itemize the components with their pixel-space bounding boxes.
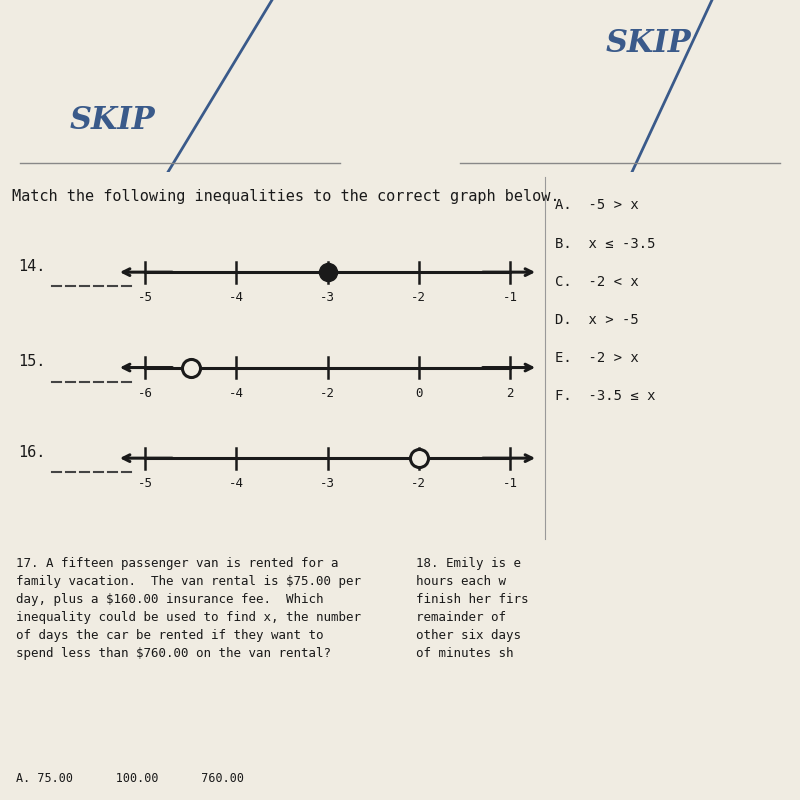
Text: -2: -2 bbox=[320, 386, 335, 400]
Text: SKIP: SKIP bbox=[605, 27, 691, 58]
Text: -2: -2 bbox=[411, 478, 426, 490]
Text: 14.: 14. bbox=[18, 259, 46, 274]
Text: -1: -1 bbox=[502, 478, 518, 490]
Text: -5: -5 bbox=[138, 291, 153, 304]
Text: -6: -6 bbox=[138, 386, 153, 400]
Text: -1: -1 bbox=[502, 291, 518, 304]
Text: -3: -3 bbox=[320, 291, 335, 304]
Text: 0: 0 bbox=[415, 386, 422, 400]
Text: A. 75.00      100.00      760.00: A. 75.00 100.00 760.00 bbox=[16, 772, 244, 785]
Text: E.  -2 > x: E. -2 > x bbox=[555, 351, 638, 365]
Text: B.  x ≤ -3.5: B. x ≤ -3.5 bbox=[555, 237, 655, 250]
Text: -4: -4 bbox=[229, 478, 244, 490]
Text: -2: -2 bbox=[411, 291, 426, 304]
Text: 17. A fifteen passenger van is rented for a
family vacation.  The van rental is : 17. A fifteen passenger van is rented fo… bbox=[16, 557, 361, 660]
Text: 16.: 16. bbox=[18, 445, 46, 460]
Text: 2: 2 bbox=[506, 386, 514, 400]
Text: C.  -2 < x: C. -2 < x bbox=[555, 274, 638, 289]
Text: -3: -3 bbox=[320, 478, 335, 490]
Text: A.  -5 > x: A. -5 > x bbox=[555, 198, 638, 212]
Text: F.  -3.5 ≤ x: F. -3.5 ≤ x bbox=[555, 389, 655, 403]
Text: SKIP: SKIP bbox=[69, 105, 155, 136]
Text: Match the following inequalities to the correct graph below.: Match the following inequalities to the … bbox=[12, 189, 559, 204]
Text: -5: -5 bbox=[138, 478, 153, 490]
Text: 18. Emily is e
hours each w
finish her firs
remainder of
other six days
of minut: 18. Emily is e hours each w finish her f… bbox=[416, 557, 529, 660]
Text: -4: -4 bbox=[229, 291, 244, 304]
Text: D.  x > -5: D. x > -5 bbox=[555, 313, 638, 327]
Text: 15.: 15. bbox=[18, 354, 46, 370]
Text: -4: -4 bbox=[229, 386, 244, 400]
